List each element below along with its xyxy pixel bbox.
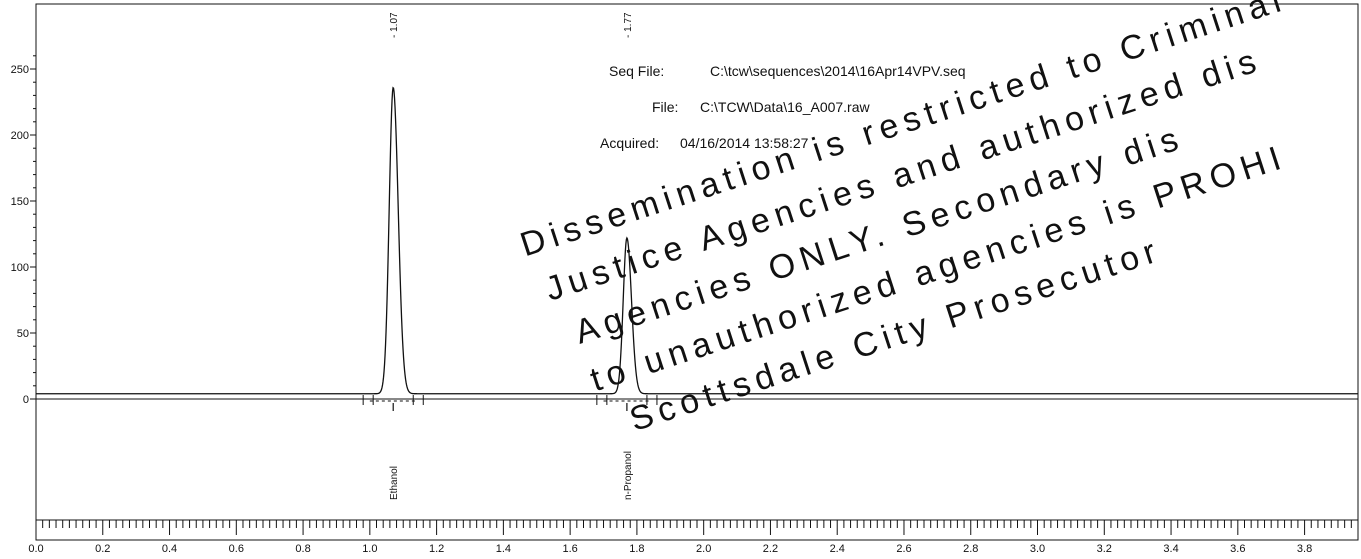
x-tick-label: 3.2: [1097, 543, 1112, 555]
x-tick-label: 0.4: [162, 543, 177, 555]
header-info: Seq File: C:\tcw\sequences\2014\16Apr14V…: [600, 63, 966, 151]
x-tick-label: 1.0: [362, 543, 377, 555]
x-tick-label: 2.2: [763, 543, 778, 555]
x-tick-label: 3.6: [1230, 543, 1245, 555]
x-tick-label: 0.6: [229, 543, 244, 555]
seq-file-value: C:\tcw\sequences\2014\16Apr14VPV.seq: [710, 63, 966, 79]
acquired-label: Acquired:: [600, 135, 659, 151]
plot-border: [35, 3, 1359, 541]
y-tick-label: 100: [11, 262, 29, 274]
x-axis: 0.0 0.2 0.4 0.6 0.8 1.0 1.2 1.4 1.6 1.8 2.0 2.2 2.4 2…: [28, 519, 1359, 555]
y-tick-label: 250: [11, 64, 29, 76]
y-tick-label: 150: [11, 196, 29, 208]
signal-line: [36, 86, 1358, 395]
x-tick-label: 2.4: [830, 543, 845, 555]
chart-frame: [35, 3, 1359, 541]
peak-name-label-ethanol: Ethanol: [389, 466, 400, 500]
acquired-value: 04/16/2014 13:58:27: [680, 135, 809, 151]
seq-file-label: Seq File:: [609, 63, 664, 79]
file-value: C:\TCW\Data\16_A007.raw: [700, 99, 871, 115]
x-tick-label: 0.8: [295, 543, 310, 555]
file-label: File:: [652, 99, 678, 115]
x-tick-label: 0.2: [95, 543, 110, 555]
y-tick-label: 50: [17, 328, 29, 340]
x-tick-label: 2.8: [963, 543, 978, 555]
retention-time-label-ethanol: - 1.07: [389, 12, 400, 38]
chromatogram-trace: [36, 86, 1358, 400]
y-axis: 0 50 100 150 200 250: [11, 55, 36, 406]
x-tick-label: 1.6: [562, 543, 577, 555]
x-tick-label: 1.4: [496, 543, 511, 555]
peak-markers: - 1.07 Ethanol - 1.77 n-Propanol: [362, 12, 658, 500]
x-tick-label: 3.4: [1163, 543, 1178, 555]
x-tick-label: 1.2: [429, 543, 444, 555]
x-tick-label: 2.0: [696, 543, 711, 555]
x-tick-label: 3.0: [1030, 543, 1045, 555]
x-tick-label: 3.8: [1297, 543, 1312, 555]
y-tick-label: 200: [11, 130, 29, 142]
peak-name-label-n-propanol: n-Propanol: [623, 451, 634, 500]
x-tick-label: 2.6: [896, 543, 911, 555]
x-tick-label: 1.8: [629, 543, 644, 555]
retention-time-label-n-propanol: - 1.77: [623, 12, 634, 38]
y-tick-label: 0: [23, 394, 29, 406]
x-tick-label: 0.0: [28, 543, 43, 555]
